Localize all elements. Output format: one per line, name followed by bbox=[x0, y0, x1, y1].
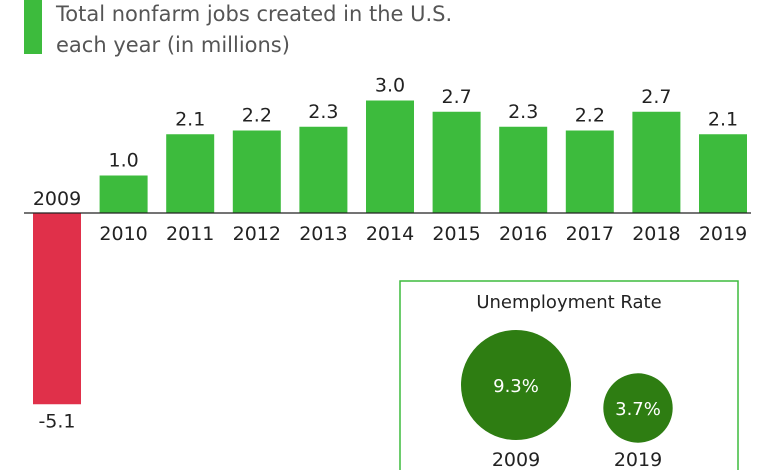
value-label-2017: 2.2 bbox=[575, 105, 605, 127]
category-label-2015: 2015 bbox=[432, 223, 480, 245]
unemployment-inset: Unemployment Rate 9.3% 2009 3.7% 2019 bbox=[399, 280, 739, 470]
bubble-year-2019: 2019 bbox=[614, 449, 662, 470]
bar-2010 bbox=[99, 175, 148, 213]
category-label-2013: 2013 bbox=[299, 223, 347, 245]
value-label-2018: 2.7 bbox=[641, 86, 671, 108]
bubble-2019 bbox=[603, 373, 673, 443]
category-label-2017: 2017 bbox=[566, 223, 614, 245]
value-label-2013: 2.3 bbox=[308, 101, 338, 123]
category-label-2012: 2012 bbox=[233, 223, 281, 245]
value-label-2009: -5.1 bbox=[38, 410, 75, 432]
bubble-year-2009: 2009 bbox=[492, 449, 540, 470]
category-label-2018: 2018 bbox=[632, 223, 680, 245]
category-label-2009: 2009 bbox=[33, 188, 81, 210]
category-label-2016: 2016 bbox=[499, 223, 547, 245]
bar-2012 bbox=[232, 130, 281, 213]
bar-2011 bbox=[166, 134, 215, 213]
bars-group bbox=[33, 100, 747, 405]
inset-frame bbox=[399, 280, 739, 470]
bubble-value-2009: 9.3% bbox=[493, 376, 539, 397]
bar-2019 bbox=[699, 134, 747, 213]
category-label-2010: 2010 bbox=[99, 223, 147, 245]
value-label-2010: 1.0 bbox=[108, 150, 138, 172]
value-label-2011: 2.1 bbox=[175, 108, 205, 130]
bubbles-group: 9.3% 2009 3.7% 2019 bbox=[461, 330, 673, 470]
bar-2015 bbox=[432, 111, 481, 213]
bar-2009 bbox=[33, 213, 81, 405]
bar-2014 bbox=[366, 100, 414, 213]
bubble-2009 bbox=[461, 330, 571, 440]
legend-swatch bbox=[24, 0, 42, 54]
value-label-2012: 2.2 bbox=[242, 105, 272, 127]
legend: Total nonfarm jobs created in the U.S. e… bbox=[24, 0, 452, 57]
bar-2018 bbox=[632, 111, 681, 213]
legend-line-1: Total nonfarm jobs created in the U.S. bbox=[55, 2, 452, 26]
value-label-2015: 2.7 bbox=[441, 86, 471, 108]
legend-line-2: each year (in millions) bbox=[56, 33, 290, 57]
category-label-2014: 2014 bbox=[366, 223, 414, 245]
value-label-2019: 2.1 bbox=[708, 108, 738, 130]
bubble-value-2019: 3.7% bbox=[615, 399, 661, 420]
category-label-2019: 2019 bbox=[699, 223, 747, 245]
bar-2013 bbox=[299, 126, 348, 213]
category-label-2011: 2011 bbox=[166, 223, 214, 245]
value-label-2016: 2.3 bbox=[508, 101, 538, 123]
bar-labels-group: -5.1 2009 1.0 2010 2.1 2011 2.2 2012 2.3 2013 3.0 2… bbox=[33, 75, 747, 433]
value-label-2014: 3.0 bbox=[375, 75, 405, 97]
inset-title: Unemployment Rate bbox=[476, 292, 661, 313]
bar-2016 bbox=[499, 126, 548, 213]
bar-2017 bbox=[565, 130, 614, 213]
